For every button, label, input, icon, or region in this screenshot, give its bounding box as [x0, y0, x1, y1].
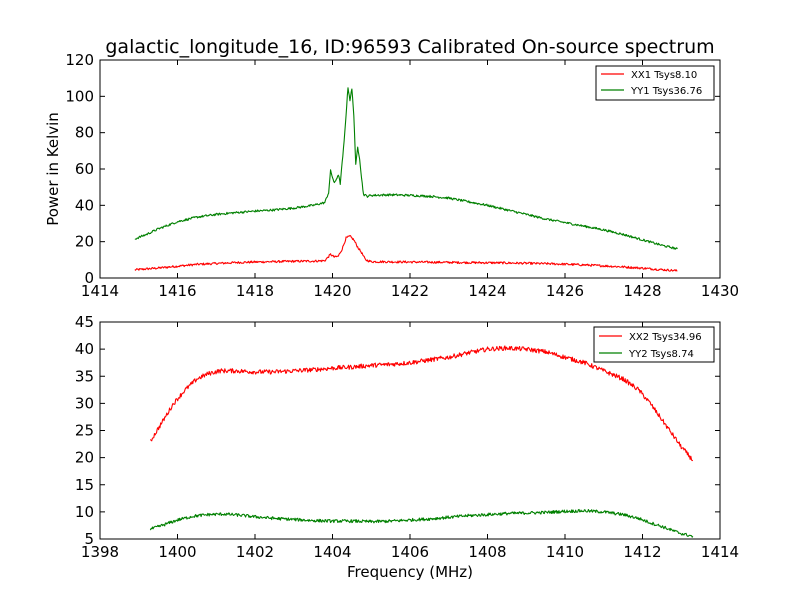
bottom-plot: 1398 1400 1402 1404 1406 1408 1410 1412 1414 5 10 1…: [75, 313, 739, 581]
x-tick-label: 1412: [623, 543, 661, 561]
x-tick-label: 1420: [313, 282, 351, 300]
x-tick-label: 1402: [236, 543, 274, 561]
x-tick-label: 1418: [236, 282, 274, 300]
bottom-plot-ticks: 1398 1400 1402 1404 1406 1408 1410 1412 1414 5 10 1…: [75, 313, 739, 561]
y-tick-label: 60: [75, 160, 94, 178]
y-tick-label: 35: [75, 367, 94, 385]
y-tick-label: 40: [75, 340, 94, 358]
y-tick-label: 10: [75, 503, 94, 521]
x-tick-label: 1422: [391, 282, 429, 300]
legend-label-yy1: YY1 Tsys36.76: [630, 86, 702, 97]
series-line-yy1-tsys36-76: [134, 87, 678, 250]
y-tick-label: 5: [84, 530, 94, 548]
y-tick-label: 40: [75, 196, 94, 214]
y-tick-label: 30: [75, 394, 94, 412]
y-tick-label: 45: [75, 313, 94, 331]
x-tick-label: 1400: [158, 543, 196, 561]
y-tick-label: 100: [65, 87, 94, 105]
top-plot-ticks: 1414 1416 1418 1420 1422 1424 1426 1428 1430 0 20 4…: [65, 51, 739, 300]
chart-title: galactic_longitude_16, ID:96593 Calibrat…: [105, 36, 714, 58]
x-tick-label: 1430: [701, 282, 739, 300]
series-line-xx2-tsys34-96: [149, 345, 694, 462]
y-tick-label: 80: [75, 124, 94, 142]
y-tick-label: 20: [75, 449, 94, 467]
bottom-plot-series-layer: [149, 345, 694, 538]
series-line-xx1-tsys8-10: [134, 234, 678, 272]
x-tick-label: 1426: [546, 282, 584, 300]
legend-box: [593, 326, 715, 363]
y-tick-label: 15: [75, 476, 94, 494]
y-tick-label: 120: [65, 51, 94, 69]
x-tick-label: 1428: [623, 282, 661, 300]
bottom-plot-legend: XX2 Tsys34.96 YY2 Tsys8.74: [593, 326, 715, 363]
legend-label-xx1: XX1 Tsys8.10: [631, 70, 697, 81]
y-tick-label: 20: [75, 233, 94, 251]
x-tick-label: 1404: [313, 543, 351, 561]
x-tick-label: 1406: [391, 543, 429, 561]
y-tick-label: 0: [84, 269, 94, 287]
x-axis-label: Frequency (MHz): [347, 563, 473, 581]
y-axis-label: Power in Kelvin: [44, 112, 62, 226]
top-plot-frame: [99, 59, 721, 279]
x-tick-label: 1408: [468, 543, 506, 561]
legend-label-yy2: YY2 Tsys8.74: [628, 349, 694, 360]
legend-label-xx2: XX2 Tsys34.96: [629, 332, 702, 343]
x-tick-label: 1398: [81, 543, 119, 561]
x-tick-label: 1414: [81, 282, 119, 300]
y-tick-label: 25: [75, 422, 94, 440]
x-tick-label: 1410: [546, 543, 584, 561]
x-tick-label: 1424: [468, 282, 506, 300]
bottom-plot-frame: [99, 321, 721, 540]
legend-box: [595, 65, 715, 101]
series-line-yy2-tsys8-74: [149, 508, 694, 538]
top-plot: galactic_longitude_16, ID:96593 Calibrat…: [44, 36, 739, 300]
x-tick-label: 1416: [158, 282, 196, 300]
top-plot-series-layer: [134, 87, 678, 272]
top-plot-legend: XX1 Tsys8.10 YY1 Tsys36.76: [595, 65, 715, 101]
x-tick-label: 1414: [701, 543, 739, 561]
